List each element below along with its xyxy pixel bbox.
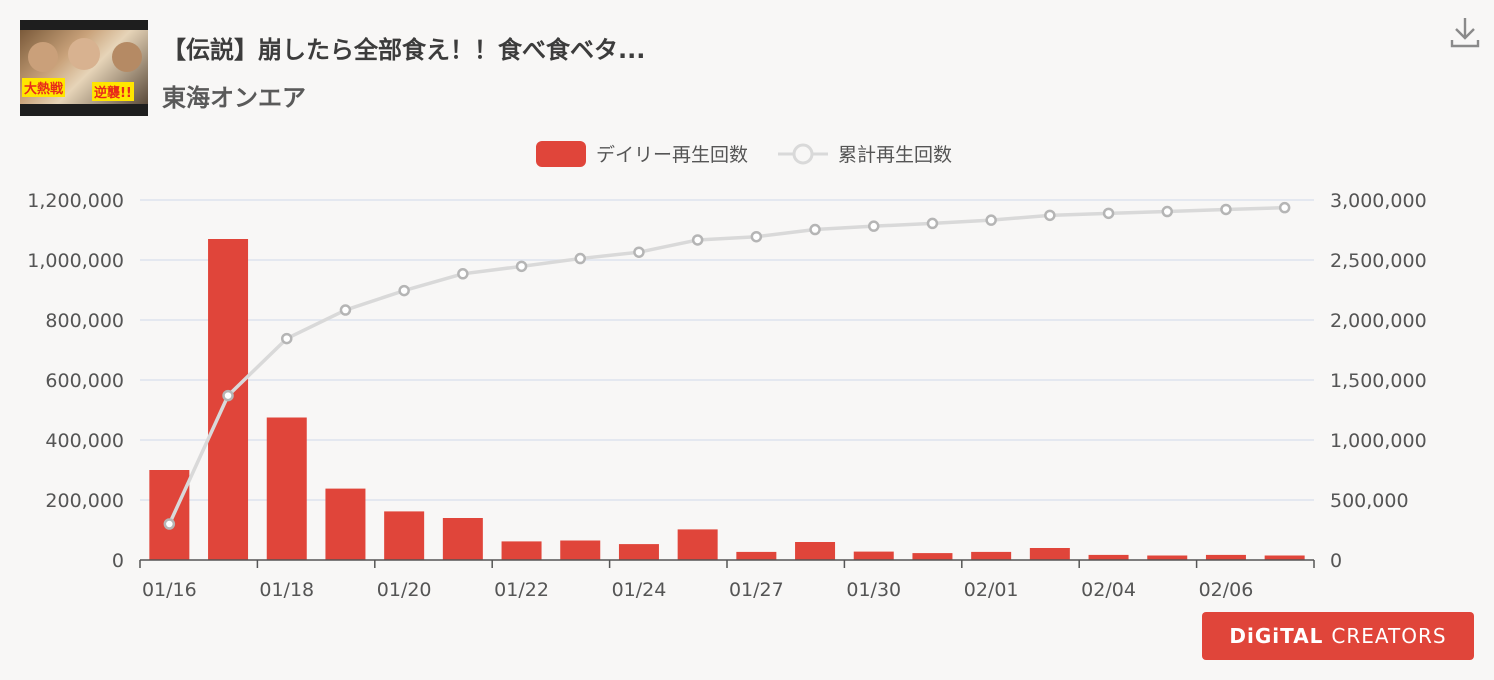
bar-daily[interactable] — [266, 417, 307, 561]
bar-daily[interactable] — [1205, 554, 1246, 560]
channel-name[interactable]: 東海オンエア — [162, 84, 306, 112]
y-left-tick-label: 400,000 — [45, 430, 124, 452]
point-cumulative[interactable] — [163, 518, 176, 530]
y-right-tick-label: 2,500,000 — [1330, 250, 1427, 272]
video-title[interactable]: 【伝説】崩したら全部食え！！食べ食ベタ... — [162, 36, 646, 64]
y-right-tick-label: 0 — [1330, 550, 1342, 572]
legend-label-daily: デイリー再生回数 — [596, 144, 749, 166]
download-icon[interactable] — [1448, 14, 1482, 50]
x-tick-label: 01/27 — [729, 579, 784, 601]
point-cumulative[interactable] — [222, 389, 234, 402]
bar-daily[interactable] — [618, 544, 659, 560]
bar-daily[interactable] — [1088, 554, 1129, 560]
bar-daily[interactable] — [853, 551, 894, 560]
legend-swatch-line — [778, 143, 828, 164]
bar-daily[interactable] — [1264, 555, 1305, 561]
y-left-tick-label: 600,000 — [45, 370, 124, 392]
y-right-tick-label: 3,000,000 — [1330, 190, 1427, 212]
bar-daily[interactable] — [795, 542, 836, 560]
x-tick-label: 01/20 — [377, 579, 432, 601]
thumbnail-person — [28, 42, 58, 72]
bar-daily[interactable] — [501, 541, 542, 560]
x-tick-label: 01/18 — [259, 579, 314, 601]
point-cumulative[interactable] — [985, 214, 997, 226]
y-right-tick-label: 2,000,000 — [1330, 310, 1427, 332]
bar-daily[interactable] — [384, 511, 425, 560]
legend-item-cumulative[interactable]: 累計再生回数 — [778, 140, 952, 167]
y-left-tick-label: 0 — [112, 550, 124, 572]
point-cumulative[interactable] — [574, 252, 586, 265]
point-cumulative[interactable] — [750, 230, 763, 243]
legend-item-daily[interactable]: デイリー再生回数 — [536, 140, 748, 167]
point-cumulative[interactable] — [515, 260, 528, 273]
x-tick-label: 01/24 — [612, 579, 667, 601]
video-thumbnail[interactable]: 大熱戦 逆襲!! — [20, 20, 148, 116]
y-right-tick-label: 1,000,000 — [1330, 430, 1427, 452]
x-tick-label: 01/16 — [142, 579, 197, 601]
y-left-tick-label: 200,000 — [45, 490, 124, 512]
y-left-tick-label: 1,000,000 — [27, 250, 124, 272]
y-left-tick-label: 800,000 — [45, 310, 124, 332]
point-cumulative[interactable] — [457, 268, 469, 280]
x-tick-label: 02/04 — [1081, 579, 1136, 601]
bar-daily[interactable] — [560, 540, 601, 561]
point-cumulative[interactable] — [926, 217, 939, 230]
x-tick-label: 01/30 — [846, 579, 901, 601]
chart-legend: デイリー再生回数 累計再生回数 — [0, 140, 1494, 170]
point-cumulative[interactable] — [398, 284, 410, 297]
point-cumulative[interactable] — [1278, 201, 1291, 214]
point-cumulative[interactable] — [1220, 203, 1232, 216]
bar-daily[interactable] — [736, 551, 777, 560]
bar-daily[interactable] — [1029, 548, 1070, 560]
bar-daily[interactable] — [677, 529, 718, 560]
point-cumulative[interactable] — [633, 246, 645, 258]
y-right-tick-label: 1,500,000 — [1330, 370, 1427, 392]
point-cumulative[interactable] — [868, 220, 880, 232]
point-cumulative[interactable] — [1161, 205, 1173, 218]
bar-daily[interactable] — [442, 518, 483, 560]
line-cumulative — [167, 205, 1285, 525]
bar-daily[interactable] — [912, 553, 953, 560]
bar-daily[interactable] — [971, 551, 1012, 560]
x-tick-label: 02/06 — [1199, 579, 1254, 601]
point-cumulative[interactable] — [339, 304, 352, 316]
point-cumulative[interactable] — [809, 223, 821, 236]
thumbnail-person — [68, 38, 100, 70]
bar-daily[interactable] — [149, 470, 190, 560]
thumbnail-caption-left: 大熱戦 — [22, 78, 66, 97]
legend-swatch-bar — [536, 140, 586, 167]
bar-daily[interactable] — [1147, 555, 1188, 561]
thumbnail-caption-right: 逆襲!! — [92, 82, 134, 101]
point-cumulative[interactable] — [691, 234, 704, 246]
point-cumulative[interactable] — [1102, 207, 1115, 220]
point-cumulative[interactable] — [281, 332, 293, 345]
logo-text-bold: DiGiTAL — [1229, 624, 1324, 648]
logo-text-light: CREATORS — [1331, 624, 1447, 648]
thumbnail-person — [112, 42, 142, 72]
x-tick-label: 01/22 — [494, 579, 549, 601]
bar-daily[interactable] — [325, 488, 366, 560]
point-cumulative[interactable] — [1044, 209, 1056, 222]
y-left-tick-label: 1,200,000 — [27, 190, 124, 212]
digital-creators-logo[interactable]: DiGiTAL CREATORS — [1202, 612, 1474, 660]
x-tick-label: 02/01 — [964, 579, 1019, 601]
legend-label-cumulative: 累計再生回数 — [838, 144, 953, 166]
y-right-tick-label: 500,000 — [1330, 490, 1409, 512]
